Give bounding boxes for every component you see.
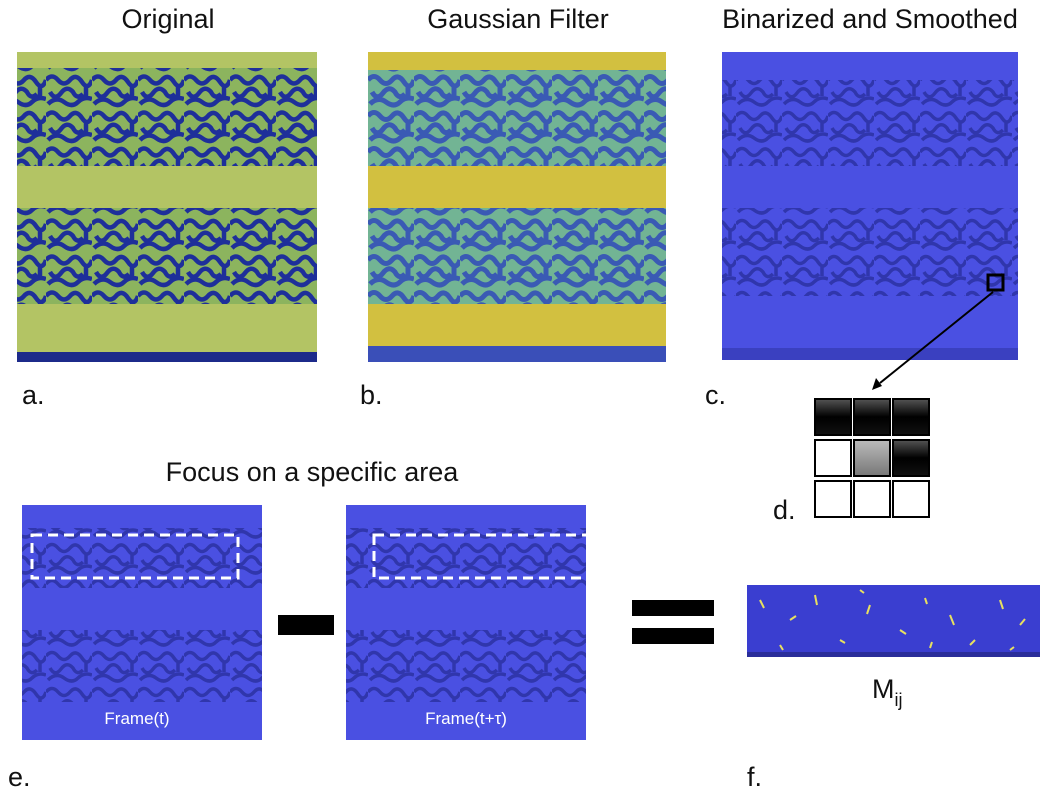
panel-title: Binarized and Smoothed	[722, 4, 1018, 34]
panel-title: Gaussian Filter	[427, 4, 609, 34]
panel-title: Original	[121, 4, 214, 34]
panel-label: e.	[8, 762, 31, 789]
panel-label: a.	[22, 380, 45, 410]
section-title: Focus on a specific area	[166, 457, 460, 487]
image-binarized	[722, 52, 1018, 390]
figure: Original Gaussian Filter Binarized and S…	[0, 0, 1047, 789]
difference-map	[747, 585, 1040, 657]
arrow-head	[872, 378, 882, 390]
frame-t: Frame(t)	[22, 505, 262, 740]
frame-label: Frame(t)	[104, 709, 169, 728]
minus-sign	[278, 615, 334, 635]
panel-label: b.	[360, 380, 383, 410]
panel-label: f.	[747, 762, 762, 789]
frame-label: Frame(t+τ)	[425, 709, 507, 728]
image-gaussian	[368, 52, 666, 362]
matrix-letter: M	[872, 674, 895, 704]
frame-t-tau: Frame(t+τ)	[346, 505, 592, 740]
kernel-grid	[815, 399, 929, 517]
matrix-symbol: Mij	[872, 674, 903, 710]
matrix-subscript: ij	[895, 690, 903, 710]
panel-label: d.	[773, 495, 796, 525]
image-original	[17, 52, 317, 362]
panel-label: c.	[705, 380, 726, 410]
equals-sign	[632, 600, 714, 644]
